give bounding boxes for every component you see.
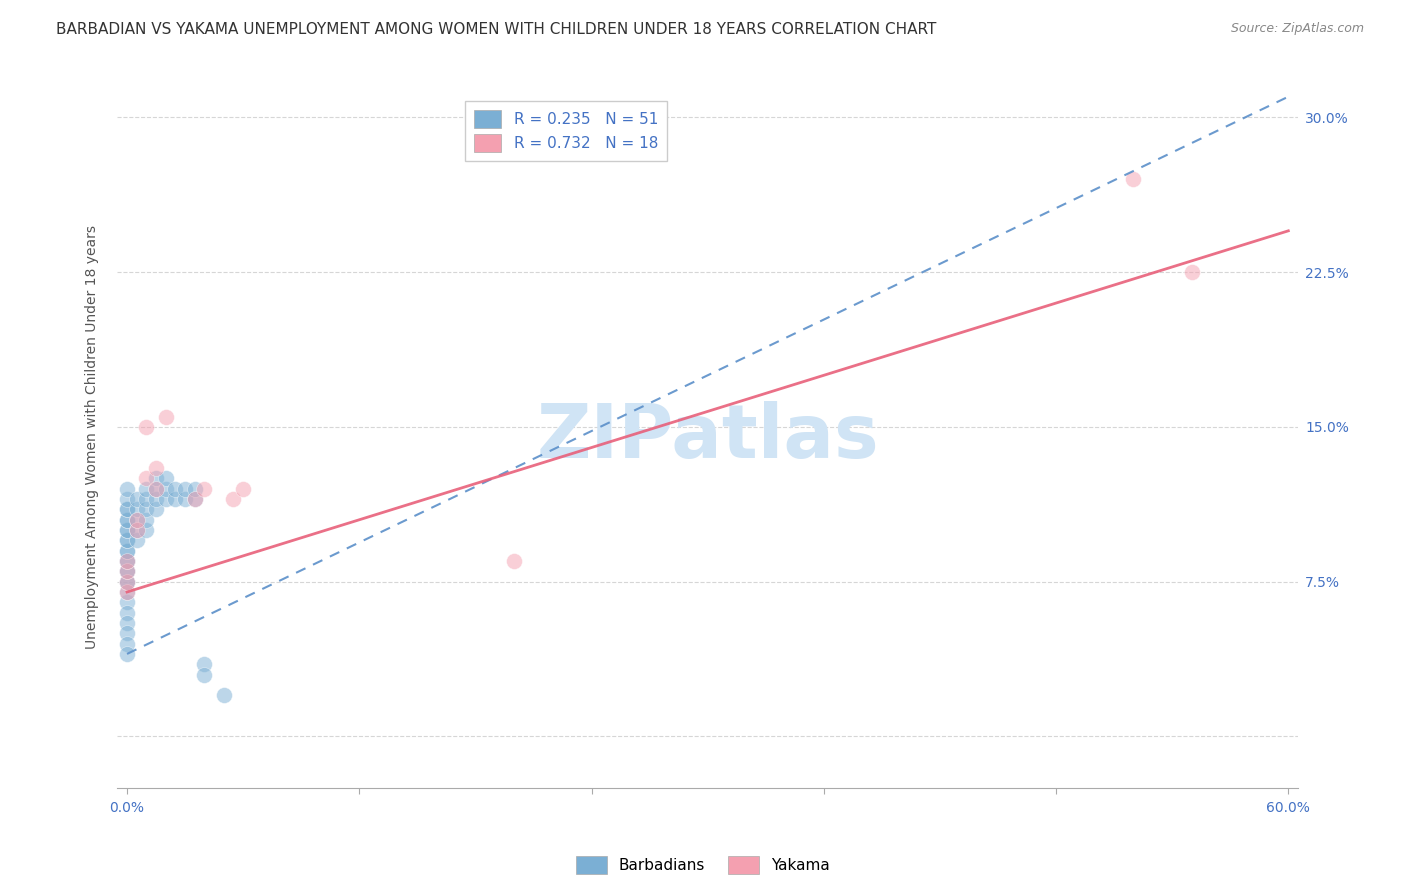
- Point: [115, 502, 138, 516]
- Point: [115, 615, 138, 630]
- Point: [184, 482, 207, 496]
- Point: [155, 492, 177, 507]
- Point: [115, 626, 138, 640]
- Point: [145, 502, 167, 516]
- Point: [115, 523, 138, 537]
- Point: [115, 595, 138, 609]
- Point: [115, 523, 138, 537]
- Point: [212, 688, 235, 702]
- Point: [125, 502, 148, 516]
- Text: BARBADIAN VS YAKAMA UNEMPLOYMENT AMONG WOMEN WITH CHILDREN UNDER 18 YEARS CORREL: BARBADIAN VS YAKAMA UNEMPLOYMENT AMONG W…: [56, 22, 936, 37]
- Point: [165, 482, 187, 496]
- Point: [135, 523, 157, 537]
- Legend: Barbadians, Yakama: Barbadians, Yakama: [569, 850, 837, 880]
- Text: ZIPatlas: ZIPatlas: [536, 401, 879, 474]
- Y-axis label: Unemployment Among Women with Children Under 18 years: Unemployment Among Women with Children U…: [86, 225, 100, 649]
- Point: [125, 492, 148, 507]
- Point: [115, 554, 138, 568]
- Point: [135, 471, 157, 485]
- Point: [115, 543, 138, 558]
- Point: [125, 513, 148, 527]
- Point: [115, 574, 138, 589]
- Point: [1180, 265, 1202, 279]
- Point: [135, 482, 157, 496]
- Point: [115, 606, 138, 620]
- Point: [115, 513, 138, 527]
- Point: [193, 667, 215, 681]
- Point: [115, 502, 138, 516]
- Point: [165, 492, 187, 507]
- Point: [115, 482, 138, 496]
- Point: [115, 647, 138, 661]
- Point: [115, 585, 138, 599]
- Point: [115, 492, 138, 507]
- Point: [503, 554, 526, 568]
- Point: [145, 492, 167, 507]
- Point: [135, 492, 157, 507]
- Legend: R = 0.235   N = 51, R = 0.732   N = 18: R = 0.235 N = 51, R = 0.732 N = 18: [465, 101, 668, 161]
- Point: [145, 471, 167, 485]
- Point: [115, 637, 138, 651]
- Point: [115, 533, 138, 548]
- Point: [115, 574, 138, 589]
- Point: [115, 513, 138, 527]
- Point: [125, 533, 148, 548]
- Point: [193, 657, 215, 672]
- Point: [184, 492, 207, 507]
- Point: [155, 409, 177, 424]
- Point: [115, 543, 138, 558]
- Point: [135, 502, 157, 516]
- Point: [115, 565, 138, 579]
- Point: [155, 482, 177, 496]
- Point: [184, 492, 207, 507]
- Point: [125, 523, 148, 537]
- Point: [174, 492, 197, 507]
- Point: [174, 482, 197, 496]
- Point: [115, 554, 138, 568]
- Text: Source: ZipAtlas.com: Source: ZipAtlas.com: [1230, 22, 1364, 36]
- Point: [1122, 172, 1144, 186]
- Point: [115, 565, 138, 579]
- Point: [145, 461, 167, 475]
- Point: [135, 420, 157, 434]
- Point: [115, 574, 138, 589]
- Point: [155, 471, 177, 485]
- Point: [193, 482, 215, 496]
- Point: [115, 565, 138, 579]
- Point: [125, 523, 148, 537]
- Point: [222, 492, 245, 507]
- Point: [115, 585, 138, 599]
- Point: [115, 554, 138, 568]
- Point: [145, 482, 167, 496]
- Point: [115, 533, 138, 548]
- Point: [232, 482, 254, 496]
- Point: [145, 482, 167, 496]
- Point: [125, 513, 148, 527]
- Point: [135, 513, 157, 527]
